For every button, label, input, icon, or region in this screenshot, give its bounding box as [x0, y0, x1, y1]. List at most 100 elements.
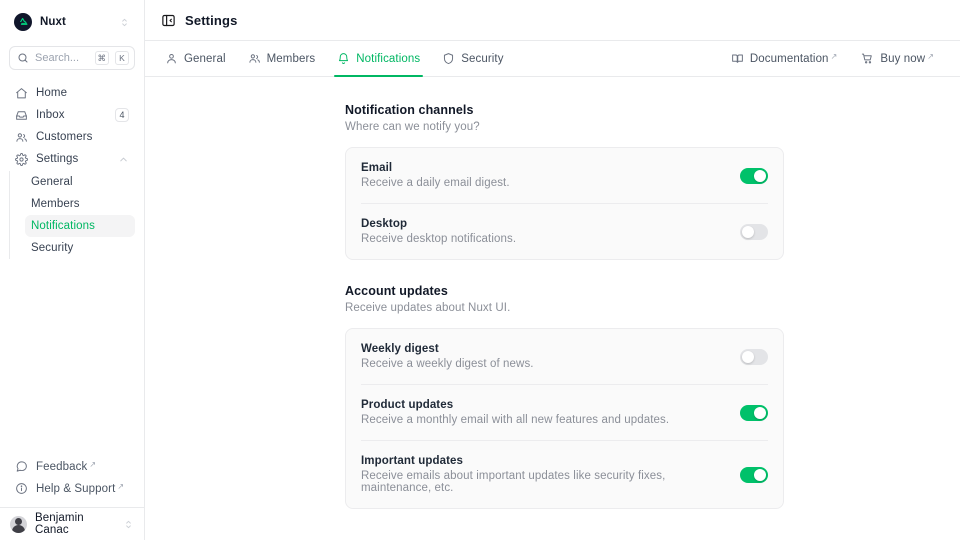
row-description: Receive a monthly email with all new fea… [361, 414, 670, 426]
sidebar-subitem-label: Security [31, 242, 74, 254]
toggle-product-updates[interactable] [740, 404, 768, 421]
sidebar-subitem-general[interactable]: General [25, 171, 135, 193]
row-label: Product updates [361, 399, 454, 411]
section-account-updates: Account updates Receive updates about Nu… [345, 284, 784, 509]
tab-label: Members [266, 52, 316, 65]
content-inner: Notification channels Where can we notif… [321, 103, 784, 509]
row-description: Receive emails about important updates l… [361, 470, 666, 494]
tab-general[interactable]: General [161, 41, 237, 76]
user-icon [167, 54, 176, 64]
external-link-icon: ↗ [830, 52, 838, 61]
team-switcher[interactable]: Nuxt [8, 8, 136, 36]
inbox-badge: 4 [115, 108, 129, 122]
sidebar-item-home[interactable]: Home [9, 82, 135, 104]
gear-icon [15, 152, 28, 166]
sidebar-subnav-settings: General Members Notifications Security [9, 171, 135, 259]
sidebar-item-label: Settings [36, 153, 79, 165]
toggle-weekly-digest[interactable] [740, 348, 768, 365]
chat-bubble-icon [16, 460, 27, 472]
inbox-icon [16, 110, 27, 120]
tab-notifications[interactable]: Notifications [326, 41, 431, 77]
documentation-link[interactable]: Documentation ↗ [721, 41, 847, 76]
chevron-up-down-icon [126, 520, 131, 528]
external-link-icon: ↗ [89, 459, 97, 469]
sidebar-subitem-security[interactable]: Security [25, 237, 135, 259]
row-label: Email [361, 162, 393, 174]
sidebar-item-customers[interactable]: Customers [9, 126, 135, 148]
sidebar-footer-links: Feedback ↗ Help & Support ↗ [0, 455, 144, 507]
sidebar-item-feedback[interactable]: Feedback ↗ [9, 455, 135, 477]
tab-actions: Documentation ↗ Buy now ↗ [721, 41, 944, 76]
row-label: Desktop [361, 218, 408, 230]
tab-label: Security [461, 52, 504, 65]
row-label: Important updates [361, 455, 464, 467]
sidebar-spacer [0, 259, 144, 455]
row-text: Product updates Receive a monthly email … [361, 399, 728, 426]
toggle-email[interactable] [740, 167, 768, 184]
settings-card: Email Receive a daily email digest. Desk… [345, 147, 784, 260]
row-text: Important updates Receive emails about i… [361, 455, 728, 494]
toggle-knob [754, 169, 766, 182]
setting-row-email: Email Receive a daily email digest. [361, 148, 768, 203]
row-description: Receive a weekly digest of news. [361, 358, 534, 370]
sidebar-subitem-members[interactable]: Members [25, 193, 135, 215]
row-description: Receive desktop notifications. [361, 233, 517, 245]
bell-icon [339, 53, 349, 64]
section-gap [345, 260, 784, 284]
sidebar-subitem-label: Notifications [31, 220, 95, 232]
tab-label: General [184, 52, 226, 65]
action-label: Buy now ↗ [880, 52, 934, 65]
row-label: Weekly digest [361, 343, 439, 355]
row-text: Weekly digest Receive a weekly digest of… [361, 343, 728, 370]
tab-label: Notifications [356, 52, 421, 65]
tab-members[interactable]: Members [237, 41, 327, 76]
sidebar-item-label: Inbox [36, 109, 65, 121]
row-description: Receive a daily email digest. [361, 177, 510, 189]
section-subtitle: Receive updates about Nuxt UI. [345, 302, 511, 314]
nuxt-logo-icon [14, 13, 32, 31]
sidebar-item-help-support[interactable]: Help & Support ↗ [9, 477, 135, 499]
avatar [10, 515, 27, 533]
toggle-important-updates[interactable] [740, 466, 768, 483]
toggle-knob [754, 468, 766, 481]
search-placeholder: Search... [35, 52, 80, 64]
sidebar-item-label: Customers [36, 131, 93, 143]
sidebar-subitem-label: Members [31, 198, 80, 210]
panel-collapse-icon[interactable] [161, 13, 176, 28]
setting-row-desktop: Desktop Receive desktop notifications. [361, 203, 768, 259]
topbar: Settings [145, 0, 960, 41]
sidebar-subitem-label: General [31, 176, 73, 188]
sidebar-item-label: Home [36, 87, 68, 99]
row-text: Desktop Receive desktop notifications. [361, 218, 728, 245]
external-link-icon: ↗ [117, 481, 125, 491]
home-icon [16, 87, 27, 98]
tab-security[interactable]: Security [431, 41, 514, 76]
section-title: Notification channels [345, 103, 474, 117]
tabs: General Members Notifications Security [161, 41, 515, 77]
sidebar-item-settings[interactable]: Settings [9, 148, 135, 170]
setting-row-important-updates: Important updates Receive emails about i… [361, 440, 768, 508]
toggle-desktop[interactable] [740, 223, 768, 240]
toggle-knob [742, 350, 754, 363]
buy-now-link[interactable]: Buy now ↗ [851, 41, 944, 76]
search-icon [18, 53, 28, 63]
setting-row-product-updates: Product updates Receive a monthly email … [361, 384, 768, 440]
cart-icon [862, 53, 873, 64]
sidebar-item-inbox[interactable]: Inbox 4 [9, 104, 135, 126]
setting-row-weekly-digest: Weekly digest Receive a weekly digest of… [361, 329, 768, 384]
sidebar-item-label: Help & Support ↗ [36, 481, 125, 495]
sidebar-subitem-notifications[interactable]: Notifications [25, 215, 135, 237]
sidebar: Nuxt Search... ⌘ K Home Inbox 4 Customer… [0, 0, 145, 540]
toggle-knob [742, 225, 754, 238]
user-menu[interactable]: Benjamin Canac [0, 507, 144, 540]
section-subtitle: Where can we notify you? [345, 121, 480, 133]
search-input[interactable]: Search... ⌘ K [9, 46, 135, 70]
external-link-icon: ↗ [927, 52, 934, 61]
users-icon [249, 54, 260, 63]
tabbar-spacer [515, 41, 721, 76]
toggle-knob [754, 406, 766, 419]
book-icon [732, 54, 743, 63]
section-notification-channels: Notification channels Where can we notif… [345, 103, 784, 260]
chevron-up-icon [120, 157, 127, 161]
